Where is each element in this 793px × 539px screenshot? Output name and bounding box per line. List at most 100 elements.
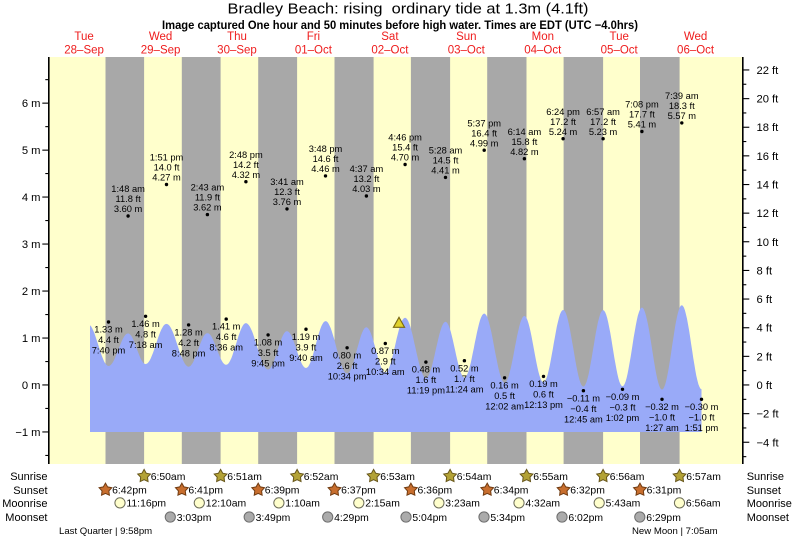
svg-text:1.6 ft: 1.6 ft [416, 375, 437, 385]
svg-text:Tue: Tue [610, 31, 629, 43]
svg-text:Sunrise: Sunrise [10, 471, 47, 483]
svg-text:1:02 pm: 1:02 pm [606, 413, 640, 423]
svg-text:4.46 m: 4.46 m [311, 164, 340, 174]
svg-text:4.8 ft: 4.8 ft [135, 329, 156, 339]
svg-text:New Moon | 7:05am: New Moon | 7:05am [632, 526, 718, 537]
svg-text:9:40 am: 9:40 am [289, 353, 323, 363]
svg-text:18 ft: 18 ft [757, 122, 780, 134]
svg-text:2:43 am: 2:43 am [191, 183, 225, 193]
svg-text:12:13 pm: 12:13 pm [524, 400, 563, 410]
svg-text:1.08 m: 1.08 m [254, 338, 283, 348]
svg-text:1.7 ft: 1.7 ft [454, 374, 475, 384]
svg-text:1.28 m: 1.28 m [174, 328, 203, 338]
svg-text:14.2 ft: 14.2 ft [233, 160, 259, 170]
svg-text:12.3 ft: 12.3 ft [274, 187, 300, 197]
svg-text:30–Sep: 30–Sep [217, 45, 257, 57]
svg-text:14 ft: 14 ft [757, 180, 780, 192]
svg-text:15.8 ft: 15.8 ft [511, 137, 537, 147]
svg-text:5:04pm: 5:04pm [412, 513, 447, 524]
svg-text:Last Quarter | 9:58pm: Last Quarter | 9:58pm [59, 526, 152, 537]
svg-text:8:36 am: 8:36 am [209, 343, 243, 353]
svg-text:6 m: 6 m [22, 98, 41, 110]
svg-text:12:45 am: 12:45 am [564, 414, 603, 424]
svg-text:6:39pm: 6:39pm [265, 486, 300, 497]
svg-text:1:27 am: 1:27 am [645, 423, 679, 433]
svg-text:2.6 ft: 2.6 ft [337, 361, 358, 371]
svg-text:0.16 m: 0.16 m [490, 380, 519, 390]
svg-text:0 ft: 0 ft [757, 380, 773, 392]
svg-text:6:02pm: 6:02pm [568, 513, 603, 524]
svg-text:0.19 m: 0.19 m [529, 379, 558, 389]
svg-text:3.62 m: 3.62 m [193, 203, 222, 213]
svg-text:3:41 am: 3:41 am [270, 177, 304, 187]
svg-text:1 m: 1 m [22, 333, 41, 345]
svg-text:5.57 m: 5.57 m [668, 111, 697, 121]
svg-text:Tue: Tue [74, 31, 93, 43]
svg-text:8 ft: 8 ft [757, 265, 773, 277]
svg-text:Mon: Mon [532, 31, 554, 43]
svg-text:15.4 ft: 15.4 ft [392, 143, 418, 153]
svg-text:14.5 ft: 14.5 ft [433, 156, 459, 166]
svg-text:13.2 ft: 13.2 ft [353, 174, 379, 184]
svg-text:Moonrise: Moonrise [2, 498, 47, 510]
svg-text:6:53am: 6:53am [380, 472, 415, 483]
svg-text:7:18 am: 7:18 am [129, 340, 163, 350]
svg-text:10:34 am: 10:34 am [366, 367, 405, 377]
svg-text:−0.4 ft: −0.4 ft [570, 404, 597, 414]
svg-text:6:57 am: 6:57 am [586, 107, 620, 117]
svg-text:17.7 ft: 17.7 ft [629, 110, 655, 120]
svg-text:Wed: Wed [149, 31, 172, 43]
svg-text:1:10am: 1:10am [285, 499, 320, 510]
svg-text:12:02 am: 12:02 am [485, 401, 524, 411]
svg-text:11.9 ft: 11.9 ft [195, 193, 221, 203]
svg-text:1.41 m: 1.41 m [212, 322, 241, 332]
svg-text:−0.09 m: −0.09 m [606, 392, 640, 402]
svg-text:20 ft: 20 ft [757, 94, 780, 106]
svg-text:4.4 ft: 4.4 ft [98, 335, 119, 345]
svg-text:−0.3 ft: −0.3 ft [609, 402, 636, 412]
svg-text:−1.0 ft: −1.0 ft [688, 412, 715, 422]
svg-text:14.6 ft: 14.6 ft [313, 154, 339, 164]
svg-text:11:16pm: 11:16pm [126, 499, 166, 510]
svg-text:4:32am: 4:32am [525, 499, 560, 510]
svg-text:−4 ft: −4 ft [757, 437, 780, 449]
svg-text:0.6 ft: 0.6 ft [533, 390, 554, 400]
svg-text:Thu: Thu [227, 31, 247, 43]
svg-text:6:36pm: 6:36pm [418, 486, 453, 497]
svg-text:6:31pm: 6:31pm [647, 486, 682, 497]
svg-text:10 ft: 10 ft [757, 237, 780, 249]
svg-text:6:34pm: 6:34pm [494, 486, 529, 497]
svg-text:4 m: 4 m [22, 192, 41, 204]
svg-text:4.32 m: 4.32 m [232, 170, 261, 180]
svg-text:−1.0 ft: −1.0 ft [649, 412, 676, 422]
svg-text:Moonset: Moonset [747, 512, 789, 524]
svg-text:4:29pm: 4:29pm [334, 513, 369, 524]
svg-text:Sunset: Sunset [13, 485, 47, 497]
svg-text:4.41 m: 4.41 m [431, 166, 460, 176]
svg-text:5.41 m: 5.41 m [628, 120, 657, 130]
svg-text:−1 m: −1 m [15, 427, 40, 439]
svg-text:9:45 pm: 9:45 pm [251, 359, 285, 369]
svg-text:−0.32 m: −0.32 m [645, 402, 679, 412]
svg-text:0.80 m: 0.80 m [333, 350, 362, 360]
svg-text:Sat: Sat [381, 31, 399, 43]
svg-text:4.2 ft: 4.2 ft [178, 338, 199, 348]
svg-text:4 ft: 4 ft [757, 323, 773, 335]
svg-text:1.19 m: 1.19 m [292, 332, 321, 342]
svg-text:5.24 m: 5.24 m [549, 127, 578, 137]
svg-text:5:28 am: 5:28 am [429, 146, 463, 156]
svg-text:3.9 ft: 3.9 ft [296, 342, 317, 352]
svg-text:4:46 pm: 4:46 pm [388, 133, 422, 143]
svg-text:17.2 ft: 17.2 ft [590, 117, 616, 127]
svg-text:4.99 m: 4.99 m [470, 138, 499, 148]
svg-text:16 ft: 16 ft [757, 151, 780, 163]
svg-text:7:08 pm: 7:08 pm [625, 100, 659, 110]
svg-text:12:10am: 12:10am [206, 499, 246, 510]
svg-text:1.46 m: 1.46 m [131, 319, 160, 329]
svg-text:3.76 m: 3.76 m [273, 197, 302, 207]
svg-text:6:29pm: 6:29pm [646, 513, 681, 524]
svg-text:3.60 m: 3.60 m [114, 204, 143, 214]
svg-text:4.82 m: 4.82 m [510, 147, 539, 157]
svg-text:6:52am: 6:52am [304, 472, 339, 483]
svg-text:6:55am: 6:55am [533, 472, 568, 483]
